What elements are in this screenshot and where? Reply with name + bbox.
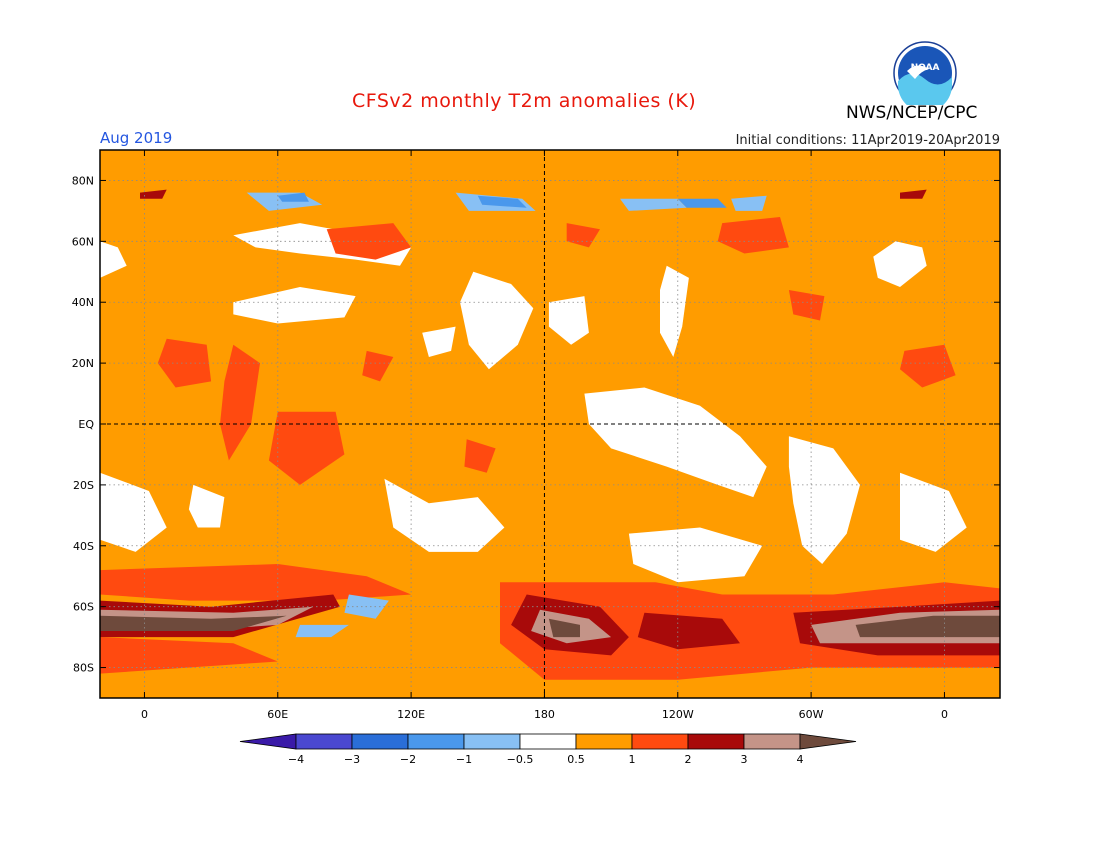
colorbar-cell-8 (687, 733, 745, 750)
anomaly-region-8 (422, 326, 456, 357)
anomaly-region-24 (362, 350, 394, 382)
anomaly-region-40 (900, 189, 927, 199)
initial-conditions-label: Initial conditions: 11Apr2019-20Apr2019 (735, 133, 1000, 148)
anomaly-region-23 (900, 344, 956, 388)
anomaly-region-9 (584, 387, 767, 498)
anomaly-region-6 (548, 296, 589, 345)
colorbar-label: −4 (288, 753, 304, 766)
colorbar-label: 0.5 (567, 753, 585, 766)
anomaly-region-5 (460, 271, 534, 370)
lat-tick-label: 20N (72, 357, 94, 370)
colorbar-cell-1 (295, 733, 353, 750)
colorbar-label: −2 (400, 753, 416, 766)
colorbar-label: −0.5 (507, 753, 534, 766)
colorbar-cell-2 (351, 733, 409, 750)
colorbar-label: 1 (629, 753, 636, 766)
anomaly-region-2 (100, 241, 127, 278)
lat-tick-label: 40N (72, 296, 94, 309)
anomaly-region-10 (788, 436, 860, 564)
anomaly-region-21 (220, 344, 260, 461)
colorbar-cell-3 (407, 733, 465, 750)
anomaly-region-7 (660, 265, 689, 357)
anomaly-region-20 (157, 338, 212, 388)
lon-tick-label: 180 (534, 708, 555, 721)
anomaly-region-12 (100, 472, 167, 552)
colorbar-cell-9 (743, 733, 801, 750)
anomaly-region-22 (268, 411, 345, 485)
colorbar-label: −1 (456, 753, 472, 766)
colorbar-cell-7 (631, 733, 689, 750)
noaa-logo-icon: NOAA (893, 41, 957, 105)
lon-tick-label: 0 (941, 708, 948, 721)
anomaly-region-37 (548, 618, 580, 638)
lat-tick-label: EQ (78, 418, 94, 431)
lon-tick-label: 60W (799, 708, 824, 721)
colorbar: −4 −3 −2 −1 −0.5 0.5 1 2 3 4 (239, 733, 857, 766)
lon-tick-label: 0 (141, 708, 148, 721)
colorbar-label: 2 (685, 753, 692, 766)
anomaly-region-18 (717, 217, 789, 254)
lat-lon-grid (100, 150, 1000, 698)
logo-text: NOAA (911, 63, 940, 73)
anomaly-region-39 (140, 189, 167, 199)
anomaly-region-47 (477, 195, 527, 208)
colorbar-cell-4 (463, 733, 521, 750)
anomaly-region-25 (464, 439, 496, 473)
lon-tick-label: 60E (267, 708, 288, 721)
anomaly-region-15 (628, 527, 763, 583)
anomaly-region-19 (788, 290, 825, 321)
lon-tick-label: 120W (662, 708, 694, 721)
colorbar-label: −3 (344, 753, 360, 766)
anomaly-region-13 (900, 472, 967, 552)
lat-tick-label: 60S (73, 601, 94, 614)
lat-tick-label: 40S (73, 540, 94, 553)
anomaly-region-43 (620, 198, 687, 211)
lat-tick-label: 80N (72, 174, 94, 187)
valid-month-label: Aug 2019 (100, 129, 173, 147)
anomaly-region-45 (295, 624, 349, 638)
anomaly-region-31 (637, 612, 740, 650)
lat-tick-label: 20S (73, 479, 94, 492)
colorbar-cell-5 (519, 733, 577, 750)
anomaly-region-36 (100, 615, 287, 631)
colorbar-label: 3 (741, 753, 748, 766)
axis-ticks: 80N 60N 40N 20N EQ 20S 40S 60S 80S 0 60E 120E 180 120… (72, 150, 1000, 721)
anomaly-region-26 (100, 564, 412, 601)
colorbar-cell-0 (239, 733, 297, 750)
lat-tick-label: 80S (73, 662, 94, 675)
lat-tick-label: 60N (72, 235, 94, 248)
colorbar-cell-10 (799, 733, 857, 750)
anomaly-region-4 (233, 287, 356, 324)
anomaly-region-49 (731, 195, 767, 211)
anomaly-region-38 (855, 615, 1000, 638)
anomaly-region-48 (677, 198, 727, 208)
anomaly-region-1 (873, 241, 927, 287)
anomaly-region-16 (326, 223, 412, 260)
organization-label: NWS/NCEP/CPC (846, 103, 978, 123)
colorbar-label: 4 (797, 753, 804, 766)
lon-tick-label: 120E (397, 708, 425, 721)
chart-title: CFSv2 monthly T2m anomalies (K) (352, 90, 697, 112)
anomaly-region-14 (188, 484, 225, 528)
colorbar-cell-6 (575, 733, 633, 750)
anomaly-region-11 (384, 478, 505, 552)
anomaly-region-46 (277, 192, 309, 202)
